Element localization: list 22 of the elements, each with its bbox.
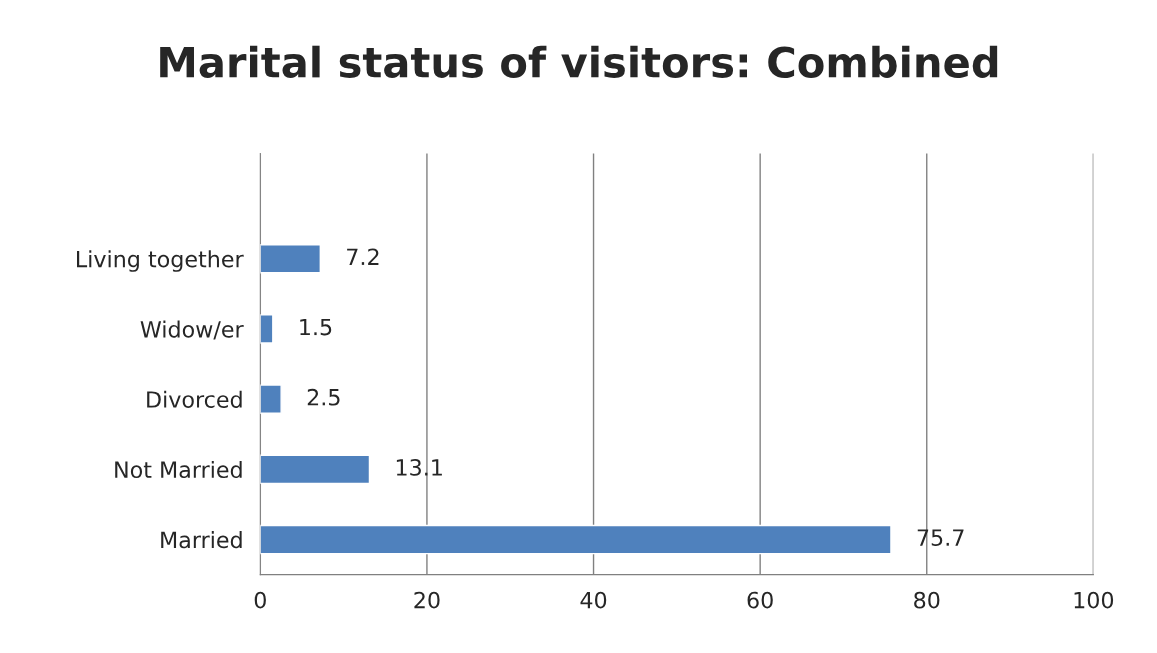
- data-label: 2.5: [307, 388, 340, 406]
- bar: [260, 524, 892, 555]
- bar: [260, 314, 274, 344]
- x-tick-label: 20: [414, 591, 440, 609]
- x-tick-label: 100: [1074, 591, 1114, 609]
- data-label: 1.5: [300, 318, 332, 336]
- y-tick-label: Married: [161, 531, 242, 549]
- x-tick-label: 60: [747, 591, 773, 609]
- bar: [260, 244, 321, 274]
- chart-title: Marital status of visitors: Combined: [160, 45, 998, 78]
- x-tick-label: 0: [254, 591, 266, 609]
- data-label: 75.7: [917, 529, 964, 546]
- y-tick-label: Not Married: [115, 460, 242, 479]
- bar: [260, 454, 371, 485]
- x-tick-label: 80: [914, 591, 940, 609]
- x-tick-label: 40: [580, 591, 607, 609]
- y-tick-label: Divorced: [147, 390, 242, 408]
- bar: [260, 384, 282, 414]
- y-tick-label: Living together: [77, 250, 244, 272]
- y-tick-label: Widow/er: [140, 320, 244, 340]
- data-label: 13.1: [396, 458, 442, 476]
- data-label: 7.2: [347, 248, 379, 265]
